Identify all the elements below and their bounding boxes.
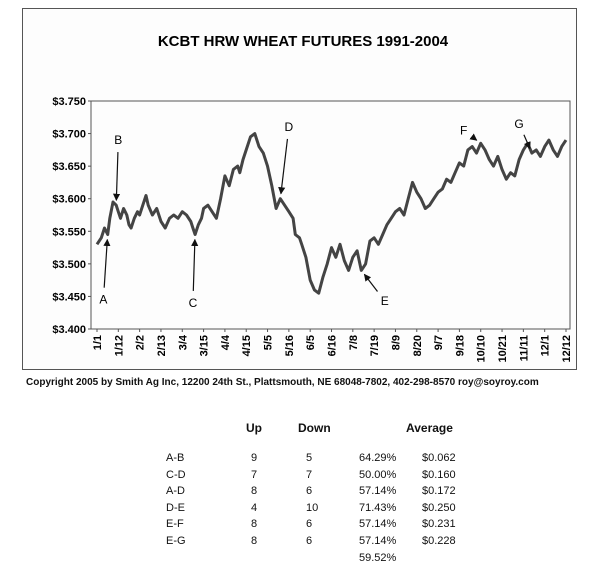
- stat-avg: $0.231: [422, 518, 456, 530]
- stat-avg: $0.172: [422, 485, 456, 497]
- stat-pct: 57.14%: [359, 518, 397, 530]
- stat-up: 8: [251, 518, 258, 530]
- stat-down: 10: [306, 501, 319, 514]
- x-tick-label: 1/12: [113, 335, 125, 356]
- header-average: Average: [406, 421, 453, 435]
- annotation-label: G: [514, 117, 523, 131]
- x-tick-label: 7/19: [369, 335, 381, 356]
- x-tick-label: 6/16: [327, 335, 339, 356]
- stat-pct: 57.14%: [359, 534, 397, 547]
- x-axis: 1/1 1/12 2/2 2/13 3/4 3/15 4/4 4/15 5/5 5/16 6/5 6/…: [92, 329, 573, 363]
- x-tick-label: 5/5: [263, 335, 275, 350]
- stat-up: 7: [251, 468, 258, 481]
- stat-up: 8: [251, 485, 258, 497]
- stat-label: E-F: [166, 518, 184, 530]
- annotation-arrow: [469, 133, 478, 141]
- stat-up: 4: [251, 501, 258, 514]
- x-tick-label: 4/15: [241, 335, 253, 356]
- x-tick-label: 7/8: [348, 335, 360, 350]
- y-tick-label: $3.550: [52, 226, 86, 238]
- stat-label: A-B: [166, 452, 185, 464]
- x-tick-label: 9/7: [433, 335, 445, 350]
- x-tick-label: 12/12: [561, 335, 573, 363]
- stat-label: C-D: [166, 468, 186, 481]
- annotation-arrow: [278, 138, 289, 195]
- y-tick-label: $3.700: [52, 129, 86, 141]
- wheat-futures-chart: KCBT HRW WHEAT FUTURES 1991-2004 $3.400$…: [52, 33, 573, 363]
- annotation-label: E: [381, 294, 389, 308]
- series-layer: [95, 132, 568, 295]
- stat-label: D-E: [166, 501, 185, 514]
- series-line: [95, 132, 568, 295]
- copyright-notice: Copyright 2005 by Smith Ag Inc, 12200 24…: [26, 377, 539, 388]
- stat-label: E-G: [166, 534, 186, 547]
- stat-up: 8: [251, 534, 258, 547]
- stat-pct: 57.14%: [359, 485, 397, 497]
- annotation-label: C: [189, 296, 198, 310]
- x-tick-label: 12/1: [540, 335, 552, 356]
- stat-avg: $0.228: [422, 534, 456, 547]
- y-tick-label: $3.650: [52, 161, 86, 173]
- x-tick-label: 9/18: [454, 335, 466, 356]
- annotation-label: F: [460, 123, 467, 137]
- stat-down: 7: [306, 468, 313, 481]
- stat-label: A-D: [166, 485, 185, 497]
- x-tick-label: 6/5: [305, 335, 317, 350]
- y-tick-label: $3.400: [52, 324, 86, 336]
- plot-area: [90, 100, 571, 330]
- x-tick-label: 2/2: [135, 335, 147, 350]
- annotation-arrow: [112, 152, 121, 201]
- y-tick-label: $3.750: [52, 96, 86, 108]
- annotation-arrow: [191, 238, 199, 291]
- stat-avg: $0.062: [422, 452, 456, 464]
- x-tick-label: 10/21: [497, 335, 509, 363]
- header-up: Up: [246, 421, 262, 435]
- stat-down: 5: [306, 452, 313, 464]
- overall-percentage: 59.52%: [359, 552, 397, 564]
- annotation-arrow: [103, 238, 111, 288]
- stat-avg: $0.160: [422, 468, 456, 481]
- x-tick-label: 11/11: [518, 335, 530, 361]
- stat-pct: 50.00%: [359, 468, 397, 481]
- x-tick-label: 8/20: [412, 335, 424, 356]
- x-tick-label: 2/13: [156, 335, 168, 356]
- y-axis: $3.400 $3.450 $3.500 $3.550 $3.600 $3.650 $3.7…: [52, 96, 91, 336]
- x-tick-label: 10/10: [476, 335, 488, 363]
- header-down: Down: [298, 421, 331, 435]
- chart-title: KCBT HRW WHEAT FUTURES 1991-2004: [158, 33, 449, 50]
- annotation-arrow: [523, 134, 531, 150]
- x-tick-label: 1/1: [92, 335, 104, 350]
- annotation-arrow: [363, 273, 378, 292]
- stat-avg: $0.250: [422, 501, 456, 514]
- chart-frame: KCBT HRW WHEAT FUTURES 1991-2004 $3.400 $…: [22, 8, 577, 370]
- x-tick-label: 3/15: [199, 335, 211, 356]
- stat-up: 9: [251, 452, 258, 464]
- x-tick-label: 5/16: [284, 335, 296, 356]
- stat-down: 6: [306, 534, 313, 547]
- x-tick-label: 4/4: [220, 334, 232, 350]
- stat-down: 6: [306, 518, 313, 530]
- annotation-label: D: [285, 120, 294, 134]
- annotations: A B C D E F G: [99, 117, 531, 310]
- stat-pct: 71.43%: [359, 501, 397, 514]
- stat-pct: 64.29%: [359, 452, 397, 464]
- y-tick-label: $3.600: [52, 194, 86, 206]
- y-tick-label: $3.500: [52, 259, 86, 271]
- annotation-label: A: [99, 293, 107, 307]
- annotation-label: B: [114, 133, 122, 147]
- x-tick-label: 3/4: [177, 334, 189, 350]
- x-tick-label: 8/9: [390, 335, 402, 350]
- stat-down: 6: [306, 485, 313, 497]
- y-tick-label: $3.450: [52, 291, 86, 303]
